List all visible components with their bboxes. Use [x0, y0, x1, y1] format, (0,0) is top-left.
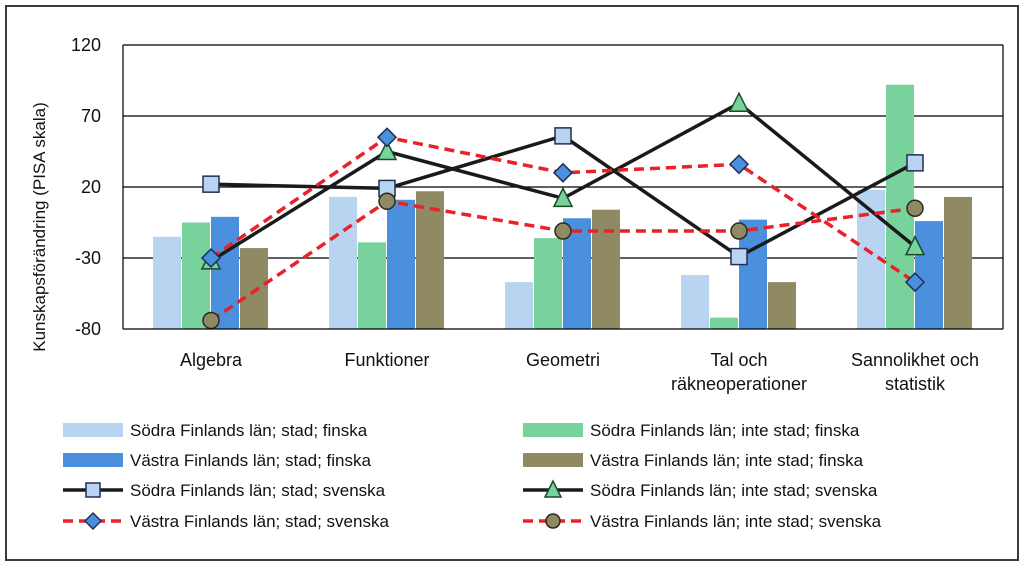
diamond-marker — [728, 154, 750, 175]
legend-label: Västra Finlands län; inte stad; finska — [590, 451, 864, 470]
bar — [944, 196, 972, 329]
legend: Södra Finlands län; stad; finska Södra Fi… — [63, 421, 882, 531]
triangle-marker — [728, 91, 750, 112]
bar — [681, 275, 709, 329]
triangle-marker — [552, 186, 574, 208]
bar — [358, 242, 386, 329]
circle-marker — [202, 311, 220, 330]
legend-label: Västra Finlands län; inte stad; svenska — [590, 512, 882, 531]
legend-label: Västra Finlands län; stad; finska — [130, 451, 372, 470]
x-tick-label: räkneoperationer — [671, 374, 807, 394]
legend-swatch — [523, 453, 583, 467]
y-tick-label: -30 — [75, 248, 101, 268]
y-tick-label: -80 — [75, 319, 101, 339]
legend-swatch — [63, 453, 123, 467]
y-tick-label: 70 — [81, 106, 101, 126]
square-marker — [730, 247, 748, 266]
legend-label: Södra Finlands län; inte stad; finska — [590, 421, 860, 440]
legend-label: Södra Finlands län; stad; svenska — [130, 481, 386, 500]
y-tick-label: 20 — [81, 177, 101, 197]
y-axis-label: Kunskapsförändring (PISA skala) — [30, 102, 49, 351]
bar — [387, 199, 415, 329]
bar — [534, 238, 562, 329]
diamond-marker — [200, 247, 222, 269]
square-marker — [906, 154, 924, 172]
triangle-marker — [904, 234, 926, 256]
bar — [182, 222, 210, 329]
square-marker — [85, 482, 101, 498]
legend-swatch — [523, 423, 583, 437]
axes: 120 70 20 -30 -80 Algebra Funktioner Geometri Ta… — [71, 35, 1004, 394]
legend-label: Västra Finlands län; stad; svenska — [130, 512, 389, 531]
square-marker — [554, 127, 572, 145]
legend-label: Södra Finlands län; stad; finska — [130, 421, 368, 440]
y-tick-label: 120 — [71, 35, 101, 55]
triangle-marker — [376, 139, 398, 161]
bar — [710, 317, 738, 329]
bar — [329, 196, 357, 329]
bar — [505, 282, 533, 329]
x-tick-label: Tal och — [710, 350, 767, 370]
x-tick-label: Funktioner — [344, 350, 429, 370]
legend-swatch — [63, 423, 123, 437]
triangle-marker — [543, 479, 563, 498]
x-tick-label: Algebra — [180, 350, 243, 370]
bar — [768, 282, 796, 329]
diamond-marker — [83, 511, 103, 531]
square-marker — [202, 175, 220, 193]
bar — [915, 221, 943, 329]
x-tick-label: statistik — [885, 374, 946, 394]
legend-label: Södra Finlands län; inte stad; svenska — [590, 481, 878, 500]
bar — [240, 248, 268, 329]
lines — [200, 91, 926, 330]
bar — [153, 236, 181, 329]
circle-marker — [906, 199, 924, 218]
circle-marker — [378, 192, 396, 210]
bar — [416, 191, 444, 329]
diamond-marker — [376, 127, 398, 148]
circle-marker — [545, 513, 561, 529]
circle-marker — [730, 222, 748, 240]
diamond-marker — [552, 162, 574, 183]
diamond-marker — [904, 272, 926, 293]
bar — [592, 209, 620, 329]
x-tick-label: Geometri — [526, 350, 600, 370]
circle-marker — [554, 222, 572, 240]
x-tick-label: Sannolikhet och — [851, 350, 979, 370]
